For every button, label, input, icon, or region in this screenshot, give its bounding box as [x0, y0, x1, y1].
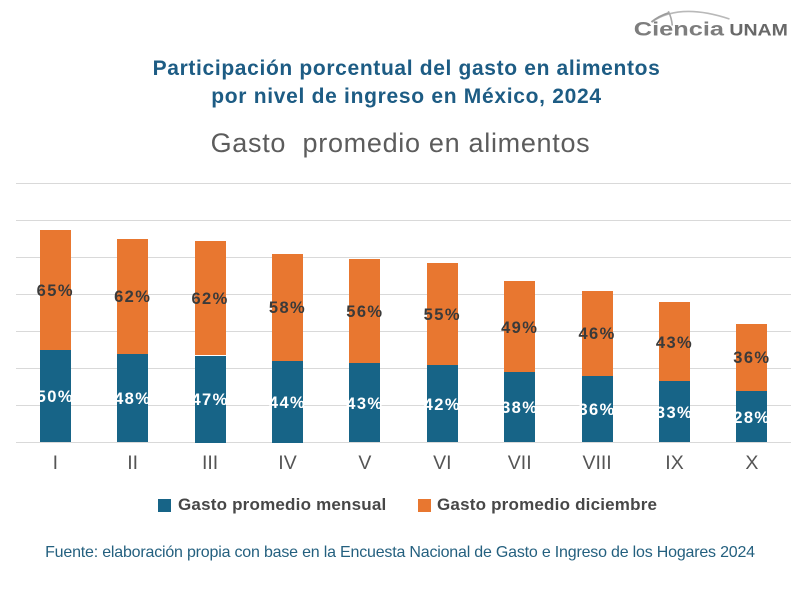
svg-text:UNAM: UNAM: [729, 22, 788, 40]
svg-text:Ciencia: Ciencia: [634, 19, 724, 41]
